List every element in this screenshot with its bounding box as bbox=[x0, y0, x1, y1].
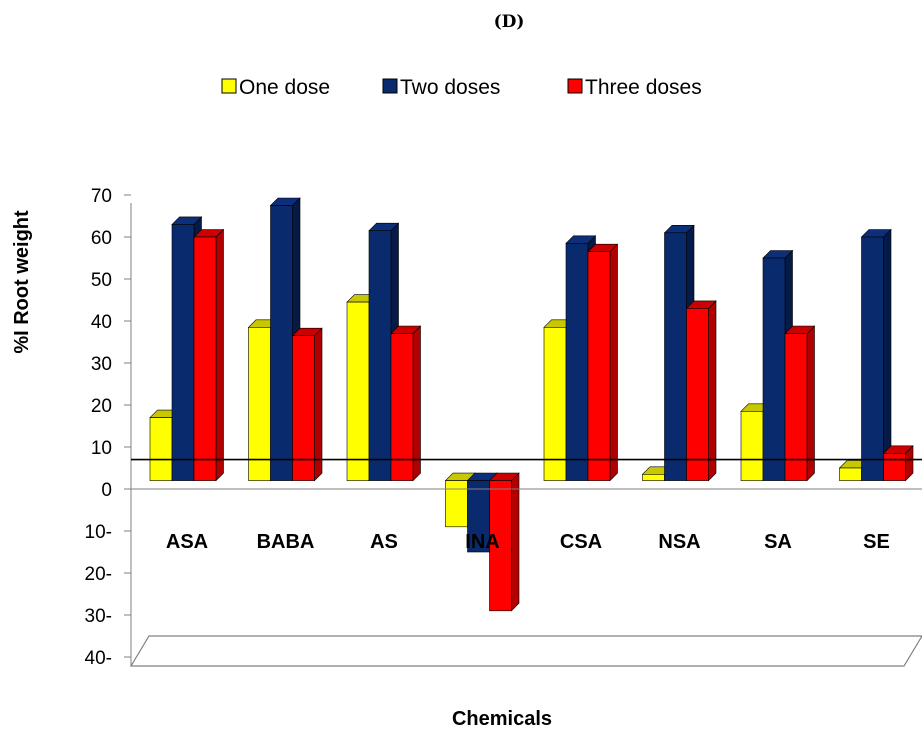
x-axis-title: Chemicals bbox=[452, 708, 552, 730]
y-tick-label: 20 bbox=[91, 396, 112, 417]
bar-nsa-three-doses bbox=[685, 300, 717, 482]
y-tick-label: 30 bbox=[91, 354, 112, 375]
legend-swatch-one-dose bbox=[221, 78, 237, 94]
category-label-sa: SA bbox=[764, 531, 792, 553]
y-tick-label: 30- bbox=[85, 606, 112, 627]
bar-sa-three-doses bbox=[784, 325, 816, 482]
y-tick-label: 50 bbox=[91, 270, 112, 291]
legend-swatch-two-doses bbox=[382, 78, 398, 94]
legend-label-one-dose: One dose bbox=[239, 76, 330, 99]
legend-swatch-three-doses bbox=[567, 78, 583, 94]
legend-label-three-doses: Three doses bbox=[585, 76, 702, 99]
bar-baba-three-doses bbox=[291, 327, 323, 482]
y-tick-label: 20- bbox=[85, 564, 112, 585]
y-tick-label: 0 bbox=[101, 480, 112, 501]
floor-plane bbox=[129, 635, 922, 667]
bar-asa-three-doses bbox=[193, 228, 225, 482]
chart-title: (D) bbox=[494, 12, 525, 32]
category-label-ina: INA bbox=[465, 531, 499, 553]
category-label-asa: ASA bbox=[166, 531, 208, 553]
category-label-se: SE bbox=[863, 531, 890, 553]
category-label-csa: CSA bbox=[560, 531, 602, 553]
y-tick-label: 60 bbox=[91, 228, 112, 249]
bars-group bbox=[149, 197, 914, 612]
bar-as-three-doses bbox=[390, 325, 422, 482]
y-tick-label: 10- bbox=[85, 522, 112, 543]
bar-se-two-doses bbox=[860, 228, 892, 482]
y-axis-title: %I Root weight bbox=[11, 210, 33, 354]
y-tick-label: 10 bbox=[91, 438, 112, 459]
y-tick-label: 70 bbox=[91, 186, 112, 207]
legend-label-two-doses: Two doses bbox=[400, 76, 500, 99]
y-tick-label: 40 bbox=[91, 312, 112, 333]
bar-csa-three-doses bbox=[587, 243, 619, 482]
category-label-nsa: NSA bbox=[658, 531, 700, 553]
bar-se-three-doses bbox=[882, 445, 914, 482]
bar-ina-three-doses bbox=[488, 472, 520, 612]
legend: One dose Two doses Three doses bbox=[221, 76, 702, 99]
category-label-as: AS bbox=[370, 531, 398, 553]
y-tick-label: 40- bbox=[85, 648, 112, 669]
category-label-baba: BABA bbox=[257, 531, 315, 553]
y-ticks: 70 60 50 40 30 20 10 0 10- 20- 30- 40- bbox=[85, 186, 131, 669]
category-labels: ASA BABA AS INA CSA NSA SA SE bbox=[166, 531, 890, 553]
